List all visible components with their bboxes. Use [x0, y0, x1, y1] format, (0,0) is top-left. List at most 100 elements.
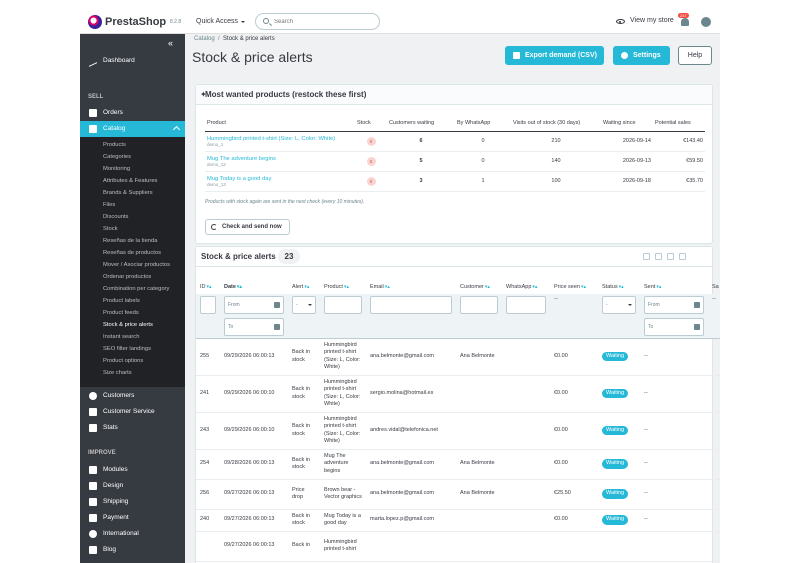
sidebar-item-design[interactable]: Design [80, 478, 185, 494]
filter-id[interactable] [200, 296, 216, 314]
sidebar-item-dashboard[interactable]: Dashboard [80, 53, 185, 69]
terminal-icon[interactable] [667, 253, 674, 260]
search-input[interactable] [274, 17, 374, 27]
sidebar-item-modules[interactable]: Modules [80, 462, 185, 478]
filter-status[interactable]: - [602, 296, 636, 314]
submenu-attributes[interactable]: Attributes & Features [103, 178, 158, 184]
sidebar-item-orders[interactable]: Orders [80, 105, 185, 121]
cell-id [196, 531, 220, 562]
cell-since: 2026-09-13 [601, 151, 653, 172]
col-alert[interactable]: Alert [288, 280, 320, 294]
sidebar-item-international[interactable]: International [80, 526, 185, 542]
col-whatsapp[interactable]: WhatsApp [502, 280, 550, 294]
submenu-product-options[interactable]: Product options [103, 358, 144, 364]
submenu-files[interactable]: Files [103, 202, 116, 208]
check-send-button[interactable]: Check and send now [205, 219, 290, 235]
submenu-products[interactable]: Products [103, 142, 126, 148]
user-avatar-icon[interactable] [701, 17, 711, 27]
sidebar-item-blog[interactable]: Blog [80, 542, 185, 558]
submenu-product-feeds[interactable]: Product feeds [103, 310, 139, 316]
table-row[interactable]: 243 09/29/2026 06:00:10 Back in stock Hu… [196, 412, 720, 450]
filter-product[interactable] [324, 296, 362, 314]
collapse-sidebar-icon[interactable]: « [168, 38, 174, 48]
sidebar-item-customer-service[interactable]: Customer Service [80, 404, 185, 420]
col-status[interactable]: Status [598, 280, 640, 294]
calendar-icon [274, 302, 280, 308]
col-email[interactable]: Email [366, 280, 456, 294]
cell-email: sergio.molina@hotmail.es [366, 375, 456, 413]
view-store-link[interactable]: View my store [616, 17, 674, 24]
submenu-instant-search[interactable]: Instant search [103, 334, 140, 340]
sidebar-item-payment[interactable]: Payment [80, 510, 185, 526]
filter-alert[interactable]: - [292, 296, 316, 314]
filter-sent-to[interactable]: To [644, 317, 704, 336]
col-id[interactable]: ID [196, 280, 220, 294]
breadcrumb-catalog[interactable]: Catalog [194, 36, 215, 42]
sidebar-item-stats[interactable]: Stats [80, 420, 185, 436]
sidebar-item-catalog[interactable]: Catalog [80, 121, 185, 137]
submenu-stock-price-alerts[interactable]: Stock & price alerts [103, 322, 153, 328]
cell-customer: Ana Belmonte [456, 479, 502, 510]
table-row[interactable]: 240 09/27/2026 06:00:13 Back in stock Mu… [196, 509, 720, 532]
settings-button[interactable]: Settings [613, 46, 670, 65]
calendar-icon [274, 323, 280, 330]
cell-id: 240 [196, 509, 220, 532]
submenu-discounts[interactable]: Discounts [103, 214, 129, 220]
cell-price: €0.00 [550, 338, 598, 376]
delete-icon[interactable] [679, 253, 686, 260]
submenu-move-products[interactable]: Mover / Asociar productos [103, 262, 171, 268]
cell-sent: -- [640, 449, 708, 480]
product-link[interactable]: Mug The adventure begins [207, 155, 276, 162]
col-customer[interactable]: Customer [456, 280, 502, 294]
submenu-product-reviews[interactable]: Reseñas de productos [103, 250, 162, 256]
cell-id: 256 [196, 479, 220, 510]
submenu-size-charts[interactable]: Size charts [103, 370, 132, 376]
filter-whatsapp[interactable] [506, 296, 546, 314]
submenu-sort-products[interactable]: Ordenar productos [103, 274, 152, 280]
table-row[interactable]: 254 09/28/2026 06:00:13 Back in stock Mu… [196, 449, 720, 480]
cell-sent: -- [640, 509, 708, 532]
refresh-list-icon[interactable] [655, 253, 662, 260]
product-link[interactable]: Mug Today is a good day [207, 175, 272, 182]
submenu-store-reviews[interactable]: Reseñas de la tienda [103, 238, 158, 244]
submenu-combination[interactable]: Combination per category [103, 286, 170, 292]
col-product[interactable]: Product [320, 280, 366, 294]
filter-date-to[interactable]: To [224, 317, 284, 336]
product-link[interactable]: Hummingbird printed t-shirt (Size: L, Co… [207, 135, 336, 142]
bell-icon[interactable] [681, 18, 689, 26]
table-row[interactable]: 241 09/29/2026 06:00:10 Back in stock Hu… [196, 375, 720, 413]
cell-email: marta.lopez.p@gmail.com [366, 509, 456, 532]
status-badge: Waiting [602, 351, 629, 362]
export-sql-icon[interactable] [643, 253, 650, 260]
help-button[interactable]: Help [678, 46, 712, 65]
filter-sent-from[interactable]: From [644, 296, 704, 314]
filter-sent-dash: -- [708, 294, 720, 316]
table-row[interactable]: 256 09/27/2026 06:00:13 Price drop Brown… [196, 479, 720, 510]
submenu-seo-landings[interactable]: SEO filter landings [103, 346, 152, 352]
filter-customer[interactable] [460, 296, 498, 314]
cell-alert: Back in stock [288, 509, 320, 532]
product-ref: demo_12 [207, 161, 226, 167]
table-row[interactable]: 09/27/2026 06:00:13 Back in Hummingbird … [196, 531, 720, 562]
filter-price-dash: -- [550, 294, 598, 316]
most-wanted-card: ✦ Most wanted products (restock these fi… [195, 84, 713, 244]
sidebar-item-customers[interactable]: Customers [80, 388, 185, 404]
submenu-brands[interactable]: Brands & Suppliers [103, 190, 153, 196]
col-price-seen[interactable]: Price seen [550, 280, 598, 294]
export-csv-button[interactable]: Export demand (CSV) [505, 46, 604, 65]
table-row[interactable]: 255 09/29/2026 06:00:13 Back in stock Hu… [196, 338, 720, 376]
submenu-product-labels[interactable]: Product labels [103, 298, 140, 304]
submenu-stock[interactable]: Stock [103, 226, 118, 232]
search-box[interactable] [255, 13, 380, 30]
refresh-icon [211, 224, 217, 230]
filter-date-from[interactable]: From [224, 296, 284, 314]
cell-since: 2026-09-14 [601, 131, 653, 152]
col-sent[interactable]: Sent [640, 280, 708, 294]
submenu-monitoring[interactable]: Monitoring [103, 166, 131, 172]
filter-email[interactable] [370, 296, 452, 314]
quick-access-dropdown[interactable]: Quick Access [196, 18, 246, 25]
submenu-categories[interactable]: Categories [103, 154, 132, 160]
cell-product: Hummingbird printed t-shirt (Size: L, Co… [320, 375, 366, 413]
col-date[interactable]: Date [220, 280, 288, 294]
sidebar-item-shipping[interactable]: Shipping [80, 494, 185, 510]
